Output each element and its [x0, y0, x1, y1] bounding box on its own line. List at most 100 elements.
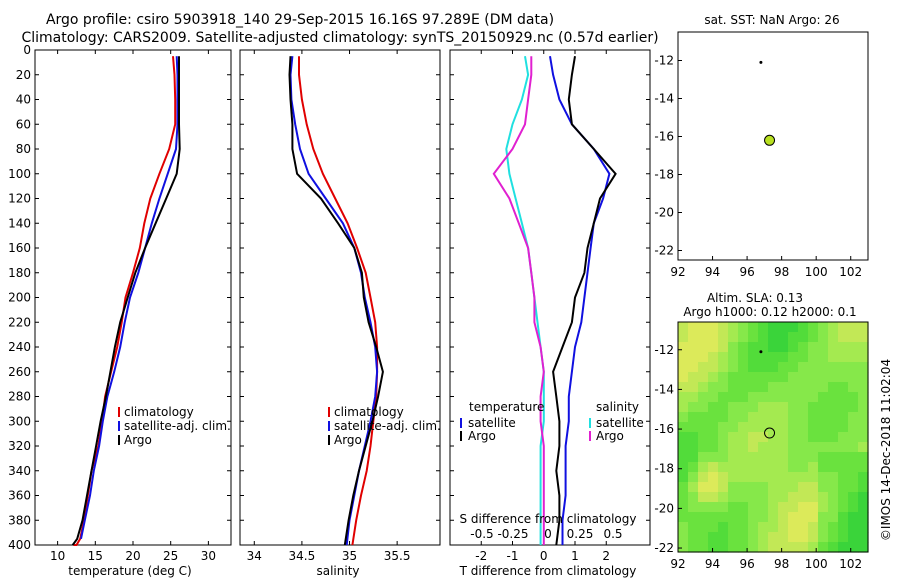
- sla-cell: [698, 512, 709, 523]
- sla-cell: [748, 382, 759, 393]
- sla-cell: [758, 472, 769, 483]
- sla-cell: [818, 482, 829, 493]
- sla-cell: [848, 512, 859, 523]
- sla-cell: [728, 342, 739, 353]
- x-tick-label: 0: [540, 549, 548, 563]
- sla-cell: [848, 352, 859, 363]
- sla-cell: [778, 472, 789, 483]
- difference-legend: temperature salinity satellite Argo sate…: [460, 400, 644, 443]
- sla-cell: [818, 422, 829, 433]
- sla-cell: [748, 322, 759, 333]
- x-tick-label: 30: [201, 549, 216, 563]
- sla-cell: [718, 472, 729, 483]
- map-x-tick-label: 100: [805, 265, 828, 279]
- sla-cell: [778, 432, 789, 443]
- map-y-tick-label: -22: [654, 541, 674, 555]
- sla-cell: [818, 462, 829, 473]
- sla-cell: [708, 402, 719, 413]
- sla-cell: [698, 362, 709, 373]
- sla-cell: [728, 492, 739, 503]
- sla-cell: [838, 432, 849, 443]
- sla-cell: [698, 382, 709, 393]
- legend-label-t-satellite: satellite: [468, 416, 516, 430]
- y-tick-label: 60: [16, 117, 31, 131]
- sla-cell: [788, 412, 799, 423]
- sla-cell: [828, 522, 839, 533]
- sla-cell: [688, 432, 699, 443]
- sla-cell: [748, 372, 759, 383]
- sla-cell: [768, 322, 779, 333]
- sla-cell: [848, 382, 859, 393]
- sla-cell: [758, 392, 769, 403]
- sla-cell: [708, 332, 719, 343]
- sla-cell: [858, 352, 869, 363]
- sla-cell: [768, 462, 779, 473]
- sla-cell: [818, 322, 829, 333]
- sla-cell: [798, 482, 809, 493]
- sla-cell: [858, 392, 869, 403]
- map-y-tick-label: -22: [654, 244, 674, 258]
- map-y-tick-label: -14: [654, 382, 674, 396]
- x-tick-label: -2: [475, 549, 487, 563]
- salinity-legend: climatology satellite-adj. clim. Argo: [328, 405, 441, 447]
- sla-cell: [688, 502, 699, 513]
- sla-cell: [768, 332, 779, 343]
- sla-cell: [828, 452, 839, 463]
- sla-cell: [698, 502, 709, 513]
- sla-cell: [758, 412, 769, 423]
- sla-cell: [748, 542, 759, 553]
- sla-cell: [808, 432, 819, 443]
- sla-cell: [808, 332, 819, 343]
- map-x-tick-label: 102: [839, 557, 862, 571]
- sla-cell: [718, 422, 729, 433]
- map-y-tick-label: -18: [654, 462, 674, 476]
- sla-cell: [688, 332, 699, 343]
- sla-cell: [838, 402, 849, 413]
- sla-cell: [808, 392, 819, 403]
- sla-cell: [818, 432, 829, 443]
- sla-cell: [778, 462, 789, 473]
- sla-cell: [798, 472, 809, 483]
- sla-cell: [858, 452, 869, 463]
- sla-cell: [688, 522, 699, 533]
- map-x-tick-label: 102: [839, 265, 862, 279]
- map-y-tick-label: -12: [654, 343, 674, 357]
- sla-cell: [728, 402, 739, 413]
- sla-cell: [768, 362, 779, 373]
- imos-watermark: ©IMOS 14-Dec-2018 11:02:04: [879, 359, 893, 541]
- track-marker: [759, 60, 763, 64]
- y-tick-label: 300: [8, 414, 31, 428]
- sla-cell: [728, 392, 739, 403]
- sla-cell: [678, 422, 689, 433]
- map-x-tick-label: 100: [805, 557, 828, 571]
- sla-cell: [778, 382, 789, 393]
- sla-cell: [708, 422, 719, 433]
- sla-cell: [808, 352, 819, 363]
- sla-cell: [828, 412, 839, 423]
- y-tick-label: 260: [8, 365, 31, 379]
- sla-cell: [778, 322, 789, 333]
- sla-cell: [838, 412, 849, 423]
- sla-cell: [778, 442, 789, 453]
- sla-map: [677, 321, 869, 553]
- sla-cell: [718, 522, 729, 533]
- sla-cell: [788, 362, 799, 373]
- y-tick-label: 180: [8, 266, 31, 280]
- sla-cell: [818, 342, 829, 353]
- sla-cell: [808, 532, 819, 543]
- sla-cell: [848, 412, 859, 423]
- temperature-legend: climatology satellite-adj. clim. Argo: [118, 405, 231, 447]
- sla-cell: [798, 492, 809, 503]
- sla-cell: [788, 502, 799, 513]
- sla-cell: [778, 502, 789, 513]
- sla-cell: [788, 352, 799, 363]
- sla-cell: [778, 512, 789, 523]
- sla-cell: [798, 462, 809, 473]
- sla-cell: [688, 512, 699, 523]
- sla-cell: [848, 402, 859, 413]
- sla-cell: [848, 442, 859, 453]
- x-tick-label: 34: [247, 549, 262, 563]
- sla-cell: [728, 422, 739, 433]
- sla-cell: [798, 422, 809, 433]
- y-tick-label: 160: [8, 241, 31, 255]
